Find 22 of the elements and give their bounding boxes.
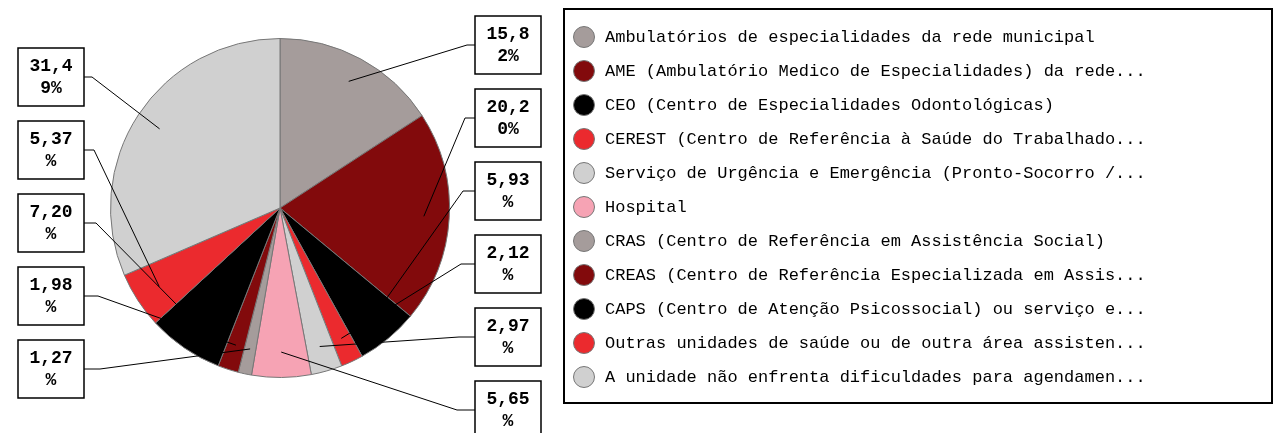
legend-label: Ambulatórios de especialidades da rede municipal bbox=[605, 27, 1095, 47]
legend-label: CRAS (Centro de Referência em Assistência Social) bbox=[605, 231, 1105, 251]
data-label: 2,97% bbox=[486, 315, 530, 358]
legend-label: CEO (Centro de Especialidades Odontológicas) bbox=[605, 95, 1054, 115]
legend-label: Hospital bbox=[605, 197, 687, 217]
data-label: 15,82% bbox=[486, 23, 530, 66]
legend-label: CAPS (Centro de Atenção Psicossocial) ou serviço e... bbox=[605, 299, 1146, 319]
legend-label: Outras unidades de saúde ou de outra área assisten... bbox=[605, 333, 1146, 353]
data-label: 20,20% bbox=[486, 96, 530, 139]
data-label: 1,27% bbox=[29, 347, 73, 390]
legend-label: CEREST (Centro de Referência à Saúde do Trabalhado... bbox=[605, 129, 1146, 149]
data-label: 1,98% bbox=[29, 274, 73, 317]
legend-label: A unidade não enfrenta dificuldades para agendamen... bbox=[605, 367, 1146, 387]
data-label: 5,93% bbox=[486, 169, 530, 212]
data-label: 2,12% bbox=[486, 242, 530, 285]
data-label: 5,65% bbox=[486, 388, 530, 431]
legend-label: AME (Ambulatório Medico de Especialidades) da rede... bbox=[605, 61, 1146, 81]
legend-label: CREAS (Centro de Referência Especializada em Assis... bbox=[605, 265, 1146, 285]
data-label: 31,49% bbox=[29, 55, 73, 98]
data-label: 5,37% bbox=[29, 128, 73, 171]
data-label: 7,20% bbox=[29, 201, 73, 244]
legend-label: Serviço de Urgência e Emergência (Pronto-Socorro /... bbox=[605, 163, 1146, 183]
